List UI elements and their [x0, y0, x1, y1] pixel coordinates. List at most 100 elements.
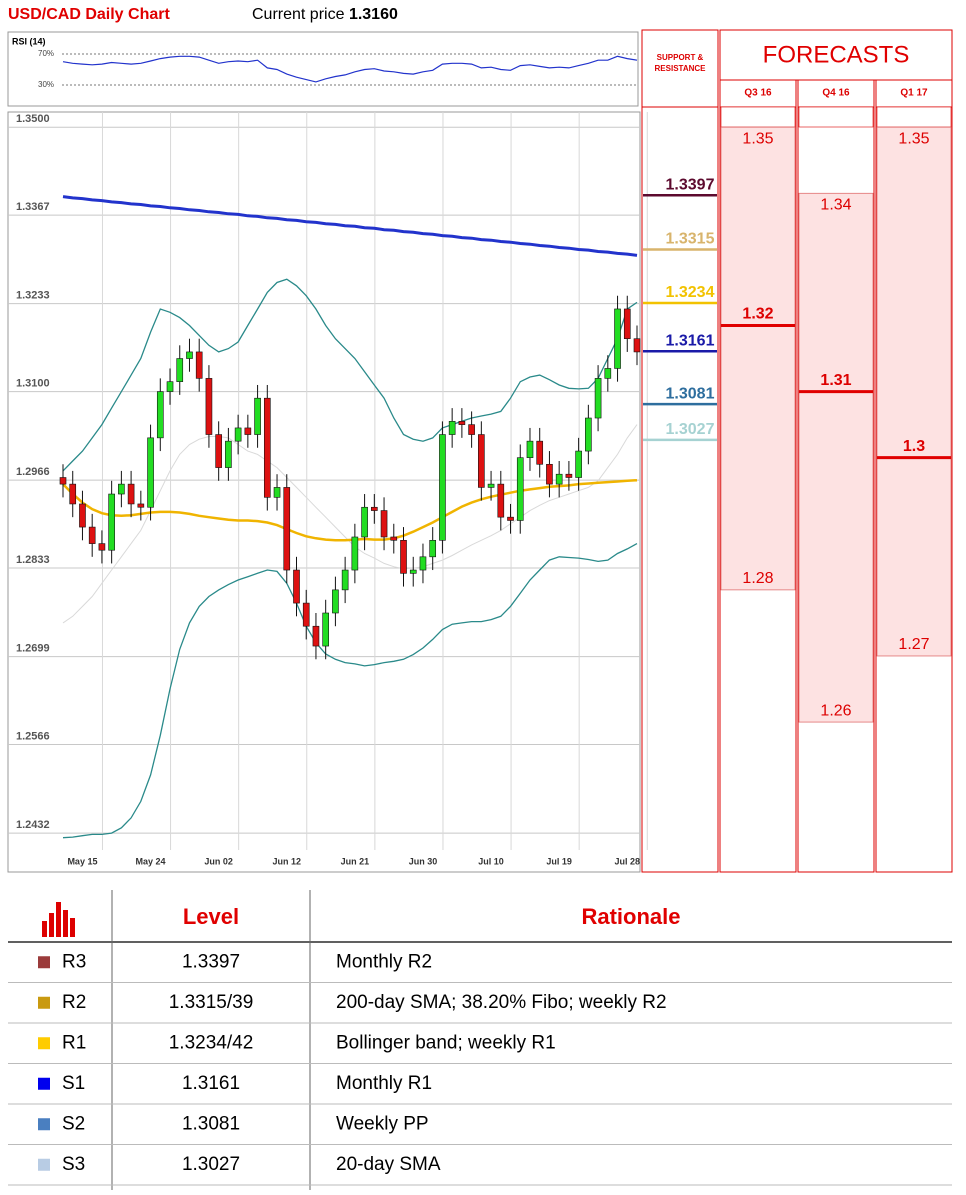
forecast-mid-label: 1.3 — [903, 438, 925, 455]
candle-body — [108, 493, 115, 551]
row-name: R1 — [62, 1032, 86, 1053]
level-label: 1.3234 — [666, 284, 715, 301]
candle-body — [555, 473, 563, 485]
candle-body — [546, 463, 553, 485]
row-level: 1.3397 — [182, 951, 240, 972]
candle-body — [585, 417, 592, 452]
indicator-line — [62, 543, 638, 839]
chart-title: USD/CAD Daily Chart — [8, 6, 170, 23]
row-name: R2 — [62, 992, 86, 1013]
candle-body — [361, 506, 368, 538]
candle-body — [536, 440, 544, 465]
candle-body — [526, 440, 534, 458]
forecast-low-label: 1.27 — [898, 636, 929, 653]
icon-bar — [42, 921, 47, 937]
x-tick-label: May 24 — [136, 856, 166, 866]
candle-body — [156, 391, 164, 439]
indicator-line — [62, 278, 638, 472]
forecast-high-label: 1.34 — [820, 197, 851, 214]
icon-bar — [63, 910, 68, 937]
row-swatch — [38, 1037, 50, 1050]
current-price-value: 1.3160 — [349, 6, 398, 23]
level-label: 1.3081 — [666, 385, 715, 402]
x-tick-label: Jun 02 — [204, 856, 233, 866]
level-label: 1.3315 — [666, 231, 715, 248]
candle-body — [283, 487, 291, 571]
forecast-column-name: Q4 16 — [822, 88, 850, 99]
candle-body — [575, 450, 582, 478]
candle-body — [341, 569, 349, 591]
candle-body — [409, 569, 417, 574]
candle-body — [186, 351, 193, 359]
candle-body — [623, 308, 631, 340]
row-level: 1.3161 — [182, 1073, 240, 1094]
row-name: S1 — [62, 1073, 85, 1094]
levels-title-box: SUPPORT & RESISTANCE — [654, 53, 706, 73]
icon-bar — [70, 918, 75, 937]
forecast-title: FORECASTS — [763, 41, 910, 68]
candle-body — [507, 516, 514, 521]
candle-body — [59, 477, 67, 485]
row-rationale: Monthly R2 — [336, 951, 432, 972]
table-header: Rationale — [581, 904, 680, 929]
icon-bar — [56, 902, 61, 937]
forecast-top-box — [720, 106, 796, 128]
y-tick-label: 1.2833 — [16, 554, 50, 566]
levels-panel — [641, 29, 719, 873]
level-label: 1.3027 — [666, 421, 715, 438]
rsi-tick-label: 30% — [38, 80, 54, 89]
candle-body — [594, 378, 602, 419]
row-swatch — [38, 996, 50, 1009]
forecast-top-box — [798, 106, 874, 128]
candle-body — [302, 602, 310, 627]
rsi-line — [62, 55, 638, 83]
forecast-high-label: 1.35 — [898, 130, 929, 147]
candle-body — [371, 506, 378, 511]
row-rationale: Weekly PP — [336, 1113, 429, 1134]
candle-body — [273, 487, 281, 498]
indicator-line — [62, 478, 638, 542]
candle-body — [400, 539, 407, 574]
levels-title: SUPPORT & RESISTANCE — [654, 53, 706, 73]
candle-body — [497, 483, 505, 518]
candle-body — [118, 483, 125, 495]
row-rationale: 20-day SMA — [336, 1154, 441, 1175]
candle-body — [263, 397, 271, 498]
candle-body — [176, 358, 184, 382]
row-swatch — [38, 1158, 50, 1171]
y-tick-label: 1.2966 — [16, 466, 50, 478]
forecast-column-name: Q1 17 — [900, 88, 928, 99]
candle-body — [88, 526, 96, 544]
row-level: 1.3315/39 — [169, 992, 254, 1013]
row-level: 1.3081 — [182, 1113, 240, 1134]
candle-body — [312, 625, 320, 647]
indicator-line — [62, 195, 638, 257]
indicator-line — [62, 424, 638, 624]
forecast-range — [876, 126, 952, 657]
price-panel — [7, 111, 641, 873]
candle-body — [448, 421, 456, 435]
current-price-label: Current price — [252, 6, 345, 23]
forecast-high-label: 1.35 — [742, 130, 773, 147]
y-tick-label: 1.2432 — [16, 819, 50, 831]
table-icon — [42, 902, 75, 937]
x-tick-label: Jul 19 — [546, 856, 572, 866]
rsi-panel — [7, 31, 639, 107]
current-price: Current price 1.3160 — [252, 6, 398, 23]
candle-body — [458, 421, 466, 425]
table-header: Level — [183, 904, 239, 929]
x-tick-label: Jun 30 — [409, 856, 438, 866]
row-name: S3 — [62, 1154, 85, 1175]
icon-bar — [49, 913, 54, 937]
row-name: S2 — [62, 1113, 85, 1134]
y-tick-label: 1.3233 — [16, 290, 50, 302]
forecast-header — [719, 29, 953, 81]
candle-body — [322, 612, 329, 647]
level-label: 1.3397 — [666, 176, 715, 193]
rsi-tick-label: 70% — [38, 49, 54, 58]
candle-body — [69, 483, 77, 505]
forecast-mid-label: 1.31 — [820, 372, 851, 389]
candle-body — [487, 483, 495, 488]
